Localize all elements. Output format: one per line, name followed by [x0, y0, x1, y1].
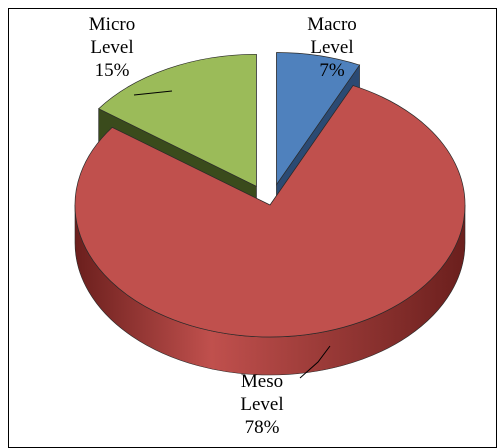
- slice-top-micro: [98, 53, 257, 187]
- leader-line-micro: [133, 90, 173, 96]
- label-meso-name2: Level: [240, 394, 284, 415]
- label-meso-level: Meso Level 78%: [212, 370, 312, 439]
- label-micro-value: 15%: [94, 60, 130, 81]
- label-macro-level: Macro Level 7%: [282, 13, 382, 82]
- slice-top-meso: [74, 85, 466, 338]
- label-macro-name2: Level: [310, 37, 354, 58]
- pie-slice-meso: [74, 84, 466, 376]
- leader-line-meso: [299, 345, 331, 379]
- label-micro-name1: Micro: [88, 14, 136, 35]
- label-micro-name2: Level: [90, 37, 134, 58]
- label-meso-name1: Meso: [240, 371, 284, 392]
- label-macro-name1: Macro: [307, 14, 357, 35]
- label-micro-level: Micro Level 15%: [62, 13, 162, 82]
- slice-top-macro: [276, 52, 361, 186]
- label-meso-value: 78%: [244, 417, 280, 438]
- label-macro-value: 7%: [319, 60, 345, 81]
